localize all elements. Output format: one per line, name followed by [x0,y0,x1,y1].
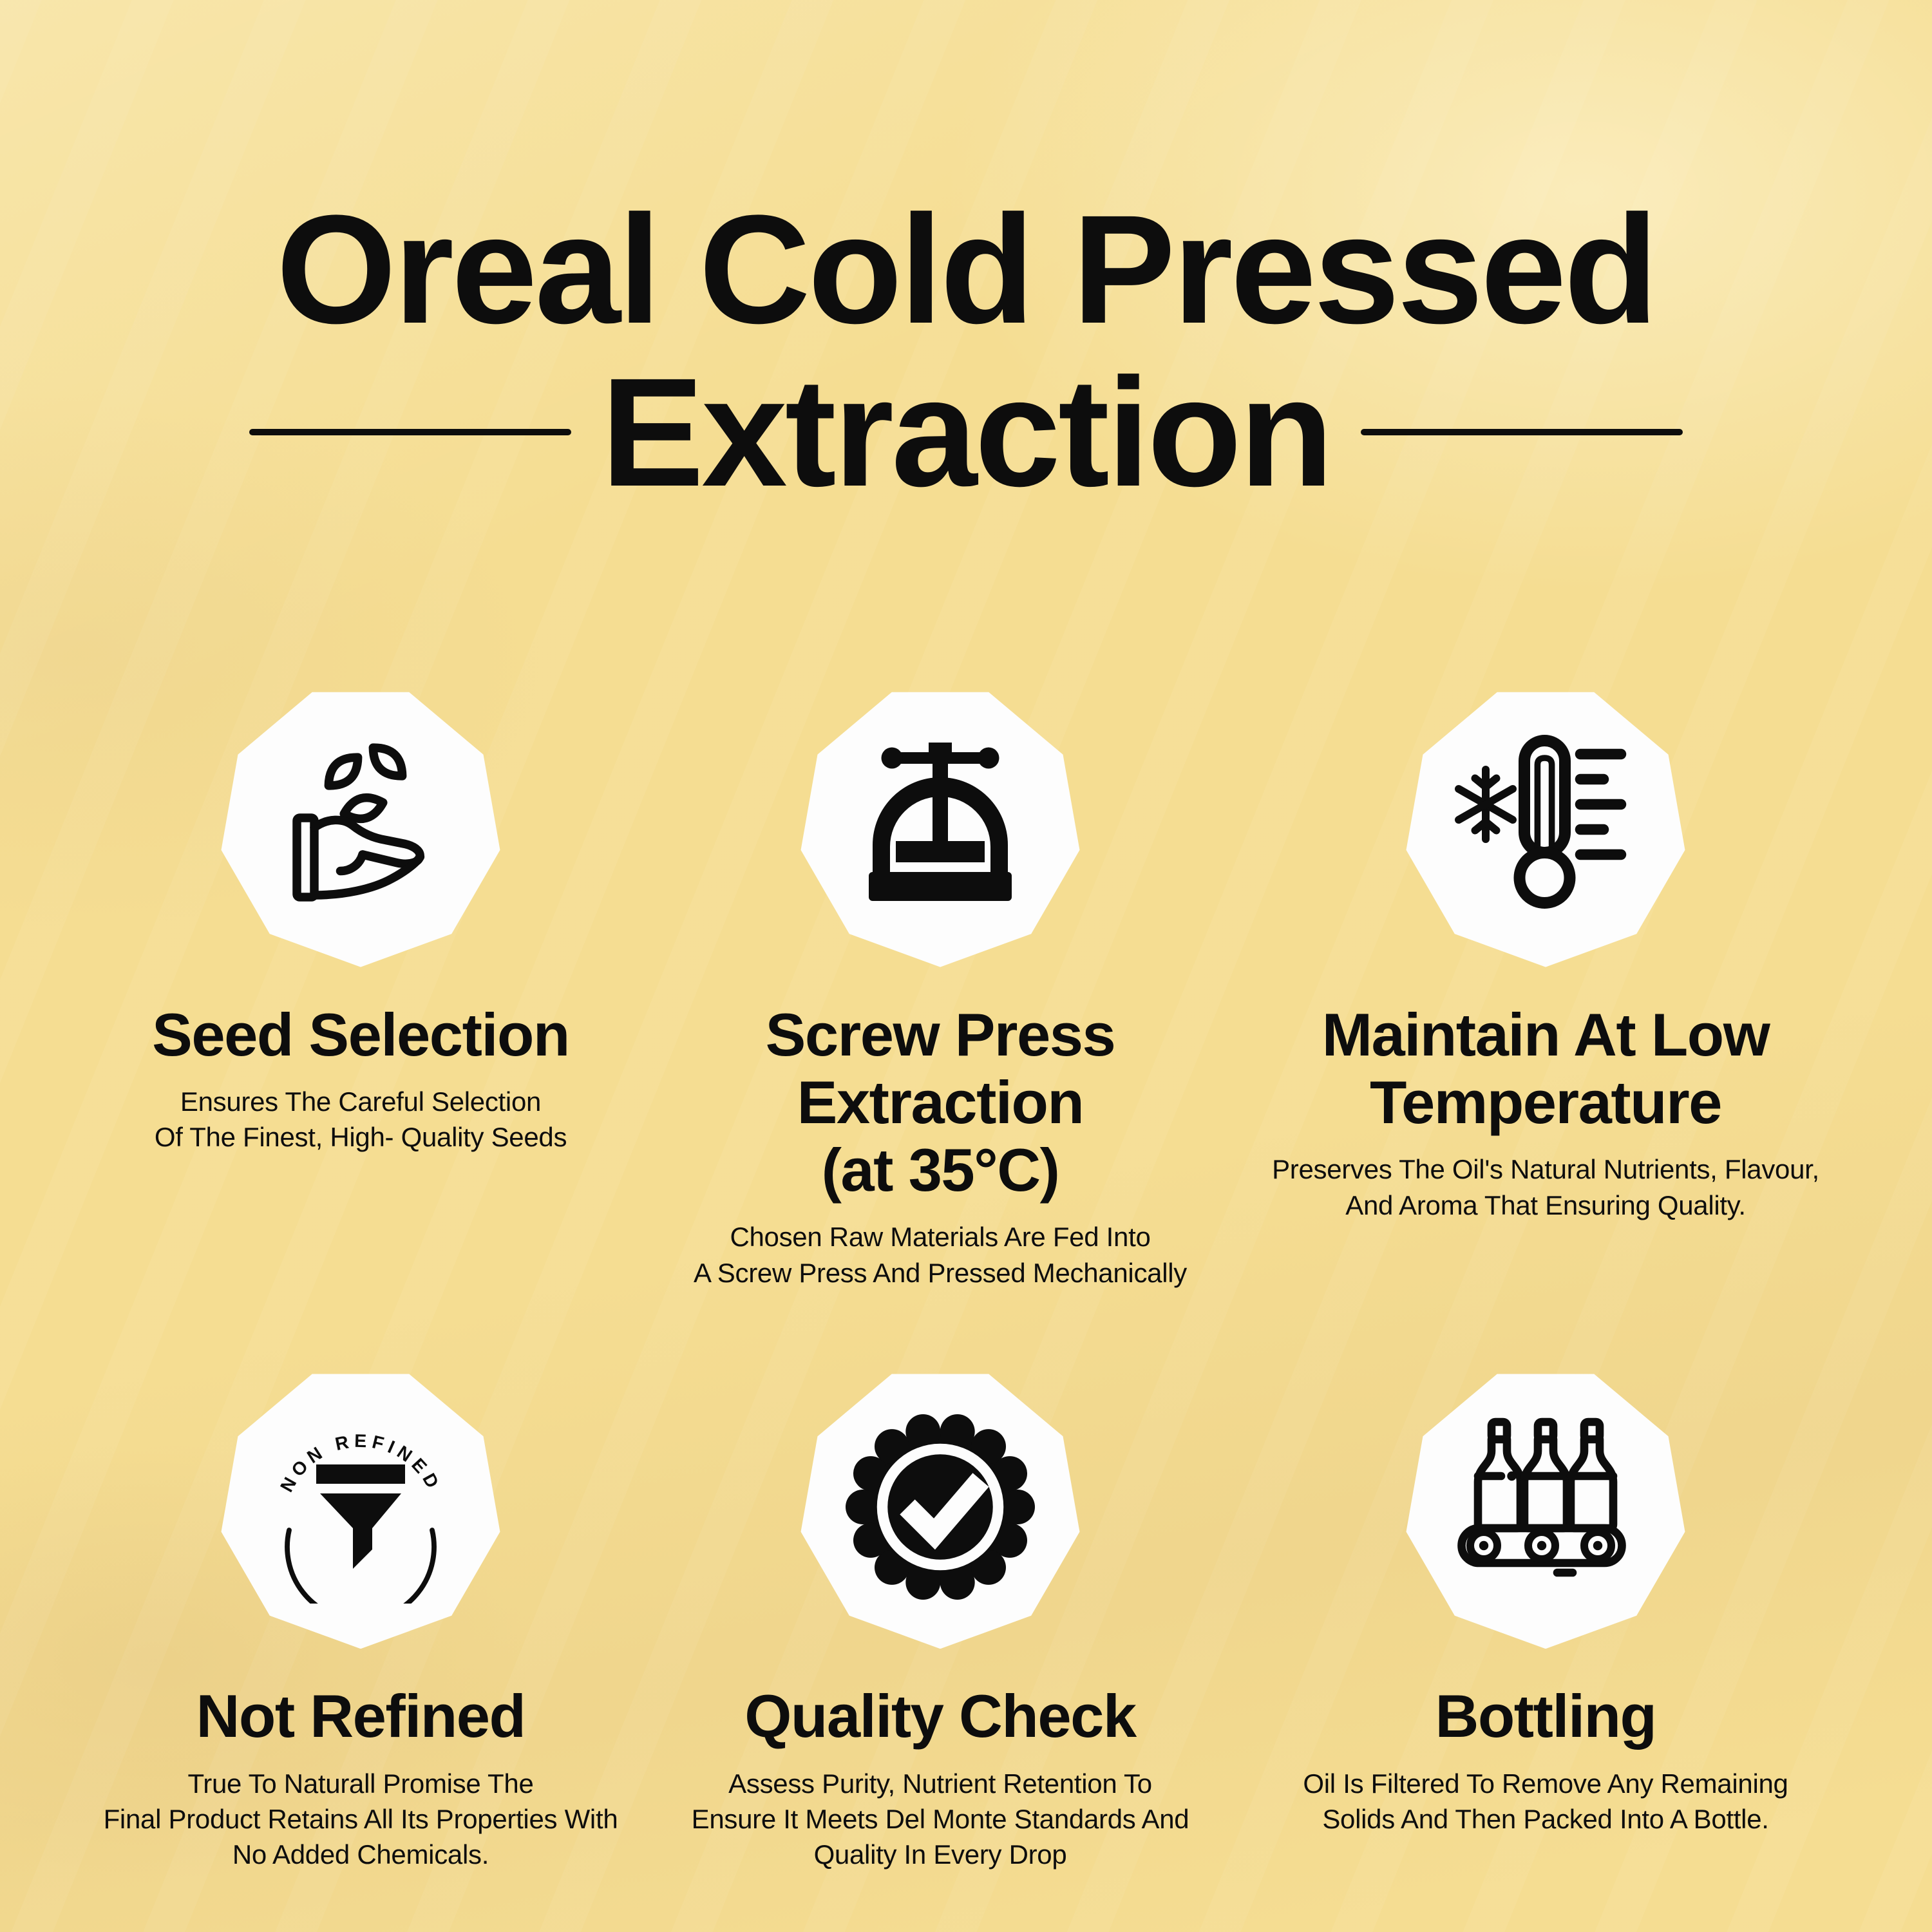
step-icon-panel [221,692,500,967]
page-title-line2: Extraction [601,345,1334,518]
page-title-line1: Oreal Cold Pressed [276,183,1658,355]
step-title: Maintain At Low Temperature [1321,1000,1770,1136]
step-icon-panel [800,692,1080,967]
step-description: Assess Purity, Nutrient Retention To Ens… [691,1768,1189,1870]
funnel-non-refined-icon: NON REFINED [276,1431,444,1604]
bottles-conveyor-icon [1457,1417,1626,1577]
step-title: Bottling [1435,1682,1657,1750]
step-icon-panel [1406,1374,1685,1649]
steps-row-1: Seed Selection Ensures The Careful Selec… [77,684,1855,1291]
step-maintain-low-temperature: Maintain At Low Temperature Preserves Th… [1236,684,1855,1223]
step-title: Seed Selection [152,1000,570,1068]
header: Oreal Cold Pressed Extraction [0,0,1932,511]
step-description: Chosen Raw Materials Are Fed Into A Scre… [694,1222,1187,1288]
title-left-rule [249,429,572,436]
step-title: Quality Check [744,1682,1137,1750]
step-seed-selection: Seed Selection Ensures The Careful Selec… [77,684,644,1155]
steps-row-2: NON REFINED Not Refined True To Naturall… [77,1365,1855,1873]
step-title: Screw Press Extraction (at 35°C) [765,1000,1116,1204]
title-right-rule [1360,429,1683,436]
page-title-row: Extraction [0,345,1932,518]
step-description: Preserves The Oil's Natural Nutrients, F… [1272,1154,1819,1220]
cold-thermometer-icon [1455,734,1627,909]
screw-press-icon [869,742,1012,901]
step-screw-press-extraction: Screw Press Extraction (at 35°C) Chosen … [644,684,1236,1291]
badge-arc-text: NON REFINED [276,1431,440,1496]
step-title: Not Refined [196,1682,526,1750]
step-description: Oil Is Filtered To Remove Any Remaining … [1303,1768,1788,1834]
svg-text:NON REFINED: NON REFINED [276,1431,444,1496]
step-description: True To Naturall Promise The Final Produ… [103,1768,618,1870]
quality-badge-check-icon [846,1414,1035,1600]
step-bottling: Bottling Oil Is Filtered To Remove Any R… [1236,1365,1855,1837]
step-quality-check: Quality Check Assess Purity, Nutrient Re… [644,1365,1236,1873]
step-not-refined: NON REFINED Not Refined True To Naturall… [77,1365,644,1873]
step-icon-panel [800,1374,1080,1649]
steps-grid: Seed Selection Ensures The Careful Selec… [0,684,1932,1873]
step-icon-panel: NON REFINED [221,1374,500,1649]
step-icon-panel [1406,692,1685,967]
hand-with-seeds-icon [292,743,425,902]
step-description: Ensures The Careful Selection Of The Fin… [154,1086,567,1153]
